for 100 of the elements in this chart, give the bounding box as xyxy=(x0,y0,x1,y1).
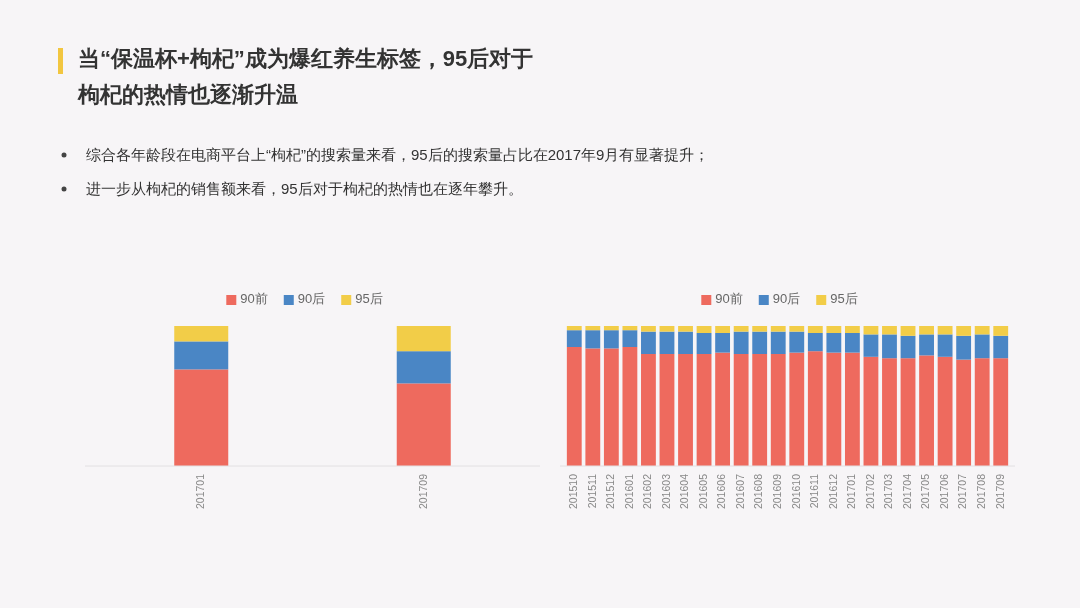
x-tick-label: 201601 xyxy=(622,473,635,510)
bar xyxy=(993,326,1009,336)
x-tick-label: 201709 xyxy=(416,473,429,510)
bar xyxy=(974,358,990,466)
bar xyxy=(844,352,860,466)
x-tick-label: 201606 xyxy=(715,473,728,510)
bar xyxy=(603,326,619,331)
bar xyxy=(900,326,916,336)
bar xyxy=(789,352,805,466)
bar xyxy=(678,331,693,354)
bar xyxy=(789,331,805,353)
bar xyxy=(641,331,656,354)
x-tick-label: 201602 xyxy=(641,473,654,510)
bar xyxy=(882,334,897,359)
text: 进一步从枸杞的销售额来看，95后对于枸杞的热情也在逐年攀升。 xyxy=(86,180,523,197)
bar xyxy=(174,369,229,466)
bar xyxy=(566,330,582,347)
bar xyxy=(641,354,656,466)
bar xyxy=(900,358,916,466)
bar xyxy=(974,334,990,359)
x-tick-label: 201701 xyxy=(845,473,858,510)
bar xyxy=(863,334,879,357)
x-tick-label: 201608 xyxy=(752,473,765,510)
x-tick-label: 201709 xyxy=(993,473,1006,510)
bar xyxy=(622,330,638,347)
bar xyxy=(566,326,582,331)
legend-label: 90前 xyxy=(715,291,743,307)
bar xyxy=(174,341,229,370)
bar xyxy=(659,354,675,466)
x-tick-label: 201705 xyxy=(919,473,932,510)
bar xyxy=(863,356,879,466)
x-tick-label: 201605 xyxy=(696,473,709,510)
bar xyxy=(900,335,916,359)
bar xyxy=(770,331,786,354)
bar xyxy=(956,335,972,360)
bar xyxy=(585,326,601,331)
x-tick-label: 201604 xyxy=(678,473,691,510)
x-tick-label: 201610 xyxy=(789,473,802,510)
x-tick-label: 201510 xyxy=(567,473,580,510)
bar xyxy=(807,326,823,333)
bar xyxy=(659,326,675,332)
bar xyxy=(826,352,842,466)
bar xyxy=(715,352,731,466)
bar xyxy=(993,358,1009,466)
bar xyxy=(696,333,712,354)
bar xyxy=(956,326,972,336)
x-tick-label: 201704 xyxy=(900,473,913,510)
x-tick-label: 201701 xyxy=(194,473,207,510)
bar xyxy=(807,333,823,352)
bar xyxy=(919,355,934,466)
bar xyxy=(807,351,823,466)
text: 综合各年龄段在电商平台上“枸杞”的搜索量来看，95后的搜索量占比在2017年9月有显著提升； xyxy=(86,146,710,163)
bar xyxy=(789,326,805,332)
bar xyxy=(733,354,749,466)
x-tick-label: 201609 xyxy=(771,473,784,510)
x-tick-label: 201512 xyxy=(604,473,617,510)
x-tick-label: 201611 xyxy=(808,473,821,509)
bar xyxy=(826,326,842,333)
x-tick-label: 201612 xyxy=(826,473,839,510)
bar xyxy=(678,326,693,332)
bar xyxy=(826,333,842,353)
x-tick-label: 201603 xyxy=(659,473,672,510)
bar xyxy=(585,330,601,349)
bar xyxy=(752,326,768,332)
bar xyxy=(696,326,712,333)
bar xyxy=(770,354,786,466)
bar xyxy=(585,348,601,466)
bar xyxy=(678,354,693,466)
bar xyxy=(566,347,582,466)
legend-label: 95后 xyxy=(830,291,858,307)
x-tick-label: 201703 xyxy=(882,473,895,510)
bar xyxy=(622,326,638,331)
bar xyxy=(603,348,619,466)
bar xyxy=(715,333,731,353)
bar xyxy=(919,334,934,356)
bar xyxy=(752,354,768,466)
bar xyxy=(844,333,860,353)
bar xyxy=(752,331,768,354)
bar xyxy=(174,326,229,342)
x-tick-label: 201707 xyxy=(956,473,969,510)
bar xyxy=(993,335,1009,359)
bar xyxy=(919,326,934,335)
bar xyxy=(937,334,953,357)
bar xyxy=(882,326,897,335)
bar xyxy=(715,326,731,333)
bar xyxy=(622,347,638,466)
bar xyxy=(733,331,749,354)
bar xyxy=(974,326,990,335)
bar xyxy=(641,326,656,332)
bar xyxy=(882,358,897,466)
bar xyxy=(863,326,879,335)
x-tick-label: 201708 xyxy=(974,473,987,510)
x-tick-label: 201706 xyxy=(937,473,950,510)
bar xyxy=(696,354,712,466)
legend-label: 90后 xyxy=(772,291,801,307)
bar xyxy=(603,330,619,349)
bar xyxy=(937,356,953,466)
x-tick-label: 201607 xyxy=(733,473,746,510)
bar xyxy=(396,351,451,384)
legend-label: 90后 xyxy=(297,291,326,307)
